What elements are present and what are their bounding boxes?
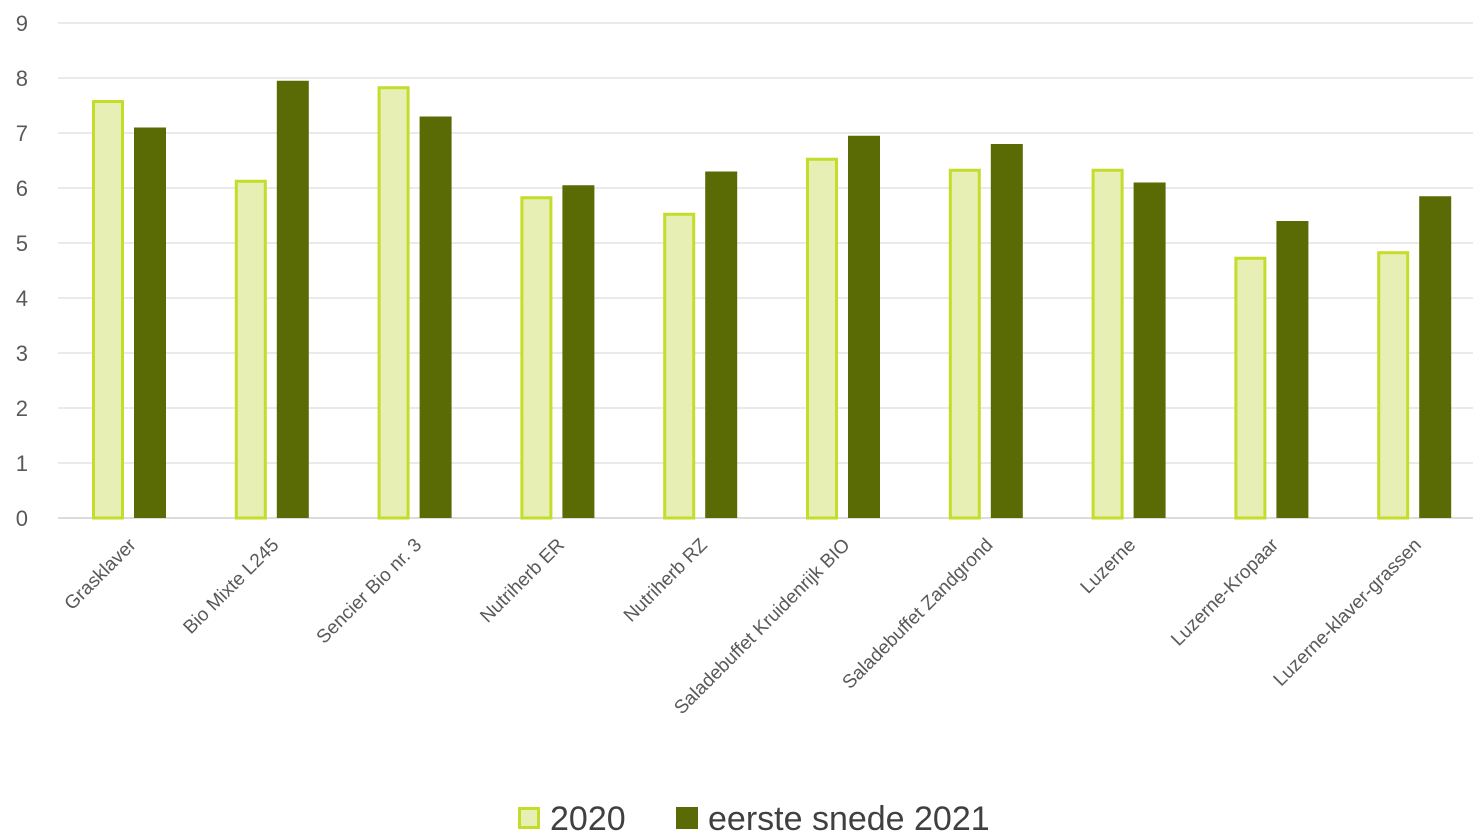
y-tick-label: 2 <box>16 396 28 421</box>
x-axis-labels: Grasklaver Bio Mixte L245 Sencier Bio nr. … <box>61 534 1426 719</box>
bar-series-2 <box>1133 182 1166 518</box>
bar-series-2 <box>705 171 738 518</box>
bar-series-1 <box>92 100 124 520</box>
x-category-label: Luzerne <box>1077 535 1140 598</box>
y-tick-label: 0 <box>16 506 28 531</box>
y-tick-label: 7 <box>16 121 28 146</box>
bar-series-2 <box>1419 196 1452 518</box>
x-category-label: Nutriherb RZ <box>620 534 712 626</box>
y-tick-label: 3 <box>16 341 28 366</box>
bar-series-1 <box>806 157 838 520</box>
y-tick-label: 9 <box>16 11 28 36</box>
bar-series-1 <box>1091 168 1124 520</box>
bar-series-1 <box>1377 251 1410 520</box>
x-category-label: Grasklaver <box>61 534 141 614</box>
legend: 2020 eerste snede 2021 <box>518 800 990 836</box>
y-tick-label: 6 <box>16 176 28 201</box>
y-tick-label: 1 <box>16 451 28 476</box>
bar-series-1 <box>948 168 981 520</box>
bar-series-2 <box>134 127 166 518</box>
bar-series-2 <box>562 185 595 518</box>
bar-series-1 <box>234 179 267 520</box>
bars <box>92 80 1452 520</box>
x-category-label: Saladebuffet Zandgrond <box>839 535 998 694</box>
bar-series-1 <box>1234 256 1267 520</box>
y-axis-ticks: 0 1 2 3 4 5 6 7 8 9 <box>16 11 28 531</box>
legend-swatch <box>676 807 698 829</box>
x-category-label: Bio Mixte L245 <box>180 535 284 639</box>
y-tick-label: 4 <box>16 286 28 311</box>
bar-series-2 <box>990 144 1023 518</box>
legend-label: eerste snede 2021 <box>708 800 990 836</box>
legend-label: 2020 <box>550 800 626 836</box>
bar-series-2 <box>848 135 880 518</box>
bar-series-2 <box>276 80 309 518</box>
x-category-label: Nutriherb ER <box>476 535 569 628</box>
legend-swatch <box>518 807 540 829</box>
x-category-label: Luzerne-klaver-grassen <box>1270 535 1426 691</box>
bar-series-1 <box>663 212 696 520</box>
x-category-label: Luzerne-Kropaar <box>1167 534 1283 650</box>
bar-series-2 <box>419 116 452 518</box>
bar-series-1 <box>520 196 553 520</box>
y-tick-label: 5 <box>16 231 28 256</box>
bar-series-1 <box>377 86 410 520</box>
x-category-label: Sencier Bio nr. 3 <box>313 535 426 648</box>
bar-series-2 <box>1276 221 1309 518</box>
y-tick-label: 8 <box>16 66 28 91</box>
